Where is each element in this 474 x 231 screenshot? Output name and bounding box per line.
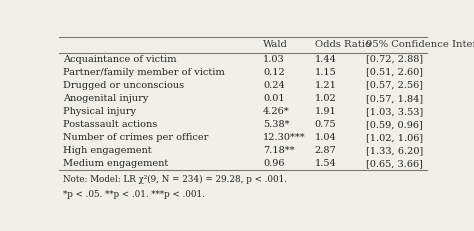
Text: 2.87: 2.87 [315,146,337,155]
Text: [0.57, 1.84]: [0.57, 1.84] [366,94,423,103]
Text: 0.01: 0.01 [263,94,285,103]
Text: 0.96: 0.96 [263,159,284,168]
Text: Postassault actions: Postassault actions [63,120,157,129]
Text: 1.44: 1.44 [315,55,337,64]
Text: Number of crimes per officer: Number of crimes per officer [63,133,208,142]
Text: [0.72, 2.88]: [0.72, 2.88] [366,55,423,64]
Text: [0.65, 3.66]: [0.65, 3.66] [366,159,423,168]
Text: 1.02: 1.02 [315,94,337,103]
Text: Acquaintance of victim: Acquaintance of victim [63,55,176,64]
Text: Anogenital injury: Anogenital injury [63,94,148,103]
Text: Note: Model: LR χ²(9, N = 234) = 29.28, p < .001.: Note: Model: LR χ²(9, N = 234) = 29.28, … [63,175,287,185]
Text: 1.03: 1.03 [263,55,285,64]
Text: [1.33, 6.20]: [1.33, 6.20] [366,146,423,155]
Text: 7.18**: 7.18** [263,146,295,155]
Text: 1.54: 1.54 [315,159,337,168]
Text: 0.12: 0.12 [263,68,285,77]
Text: *p < .05. **p < .01. ***p < .001.: *p < .05. **p < .01. ***p < .001. [63,190,205,199]
Text: 1.91: 1.91 [315,107,337,116]
Text: [0.59, 0.96]: [0.59, 0.96] [366,120,423,129]
Text: 5.38*: 5.38* [263,120,290,129]
Text: 95% Confidence Interval: 95% Confidence Interval [366,40,474,49]
Text: [1.03, 3.53]: [1.03, 3.53] [366,107,423,116]
Text: 1.04: 1.04 [315,133,337,142]
Text: Medium engagement: Medium engagement [63,159,168,168]
Text: 1.21: 1.21 [315,81,337,90]
Text: Drugged or unconscious: Drugged or unconscious [63,81,184,90]
Text: Physical injury: Physical injury [63,107,136,116]
Text: 0.24: 0.24 [263,81,285,90]
Text: Wald: Wald [263,40,288,49]
Text: 4.26*: 4.26* [263,107,290,116]
Text: Partner/family member of victim: Partner/family member of victim [63,68,225,77]
Text: 12.30***: 12.30*** [263,133,306,142]
Text: [0.51, 2.60]: [0.51, 2.60] [366,68,423,77]
Text: [0.57, 2.56]: [0.57, 2.56] [366,81,423,90]
Text: Odds Ratio: Odds Ratio [315,40,371,49]
Text: [1.02, 1.06]: [1.02, 1.06] [366,133,423,142]
Text: High engagement: High engagement [63,146,152,155]
Text: 0.75: 0.75 [315,120,336,129]
Text: 1.15: 1.15 [315,68,337,77]
